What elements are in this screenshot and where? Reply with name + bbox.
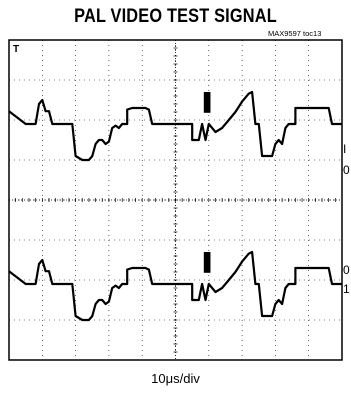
traces — [8, 90, 342, 322]
signal-trace-ch2 — [8, 250, 342, 322]
side-label-top-2: 0 — [343, 163, 350, 177]
side-label-top-1: I — [343, 142, 347, 156]
figure-id: MAX9597 toc13 — [268, 29, 322, 38]
grid — [8, 39, 343, 361]
signal-trace-ch1 — [8, 90, 342, 162]
side-label-bottom-2: 1 — [343, 282, 350, 296]
trigger-marker: T — [13, 44, 19, 55]
chart-title: PAL VIDEO TEST SIGNAL — [74, 6, 277, 27]
side-label-bottom-1: 0 — [343, 263, 350, 277]
x-scale-label: 10μs/div — [151, 371, 200, 386]
chroma-burst-ch1 — [203, 92, 211, 113]
chroma-burst-ch2 — [203, 252, 211, 273]
